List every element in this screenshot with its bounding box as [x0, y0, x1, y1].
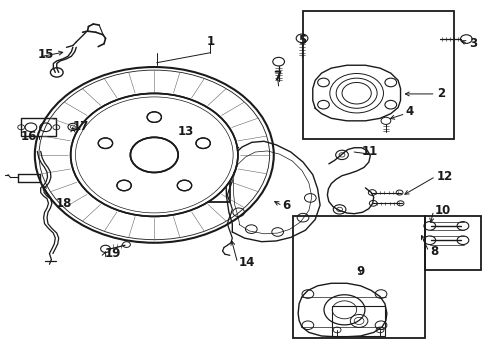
- Text: 3: 3: [468, 37, 476, 50]
- Text: 1: 1: [206, 35, 214, 49]
- Text: 9: 9: [356, 265, 364, 278]
- Circle shape: [98, 138, 112, 148]
- Bar: [136, 137, 229, 202]
- Text: 11: 11: [362, 145, 378, 158]
- Circle shape: [71, 93, 238, 216]
- Bar: [424, 216, 480, 270]
- Circle shape: [177, 180, 191, 191]
- Circle shape: [196, 138, 210, 148]
- Text: 13: 13: [178, 125, 194, 138]
- Text: 7: 7: [273, 69, 281, 82]
- Text: 16: 16: [21, 130, 37, 144]
- Text: 6: 6: [282, 199, 290, 212]
- Text: 4: 4: [405, 105, 413, 118]
- Text: 5: 5: [297, 33, 305, 47]
- Circle shape: [117, 180, 131, 191]
- Circle shape: [130, 137, 178, 172]
- Text: 14: 14: [238, 256, 255, 269]
- Bar: [331, 306, 384, 336]
- Text: 19: 19: [104, 247, 121, 260]
- Circle shape: [147, 112, 161, 122]
- Text: 17: 17: [73, 120, 89, 133]
- Text: 15: 15: [37, 48, 54, 61]
- Bar: [293, 216, 424, 338]
- Text: 2: 2: [436, 87, 444, 100]
- Text: 18: 18: [56, 197, 72, 210]
- Bar: [303, 12, 453, 139]
- Text: 12: 12: [436, 170, 452, 183]
- Bar: [21, 118, 56, 136]
- Text: 10: 10: [434, 204, 450, 217]
- Text: 8: 8: [429, 245, 437, 258]
